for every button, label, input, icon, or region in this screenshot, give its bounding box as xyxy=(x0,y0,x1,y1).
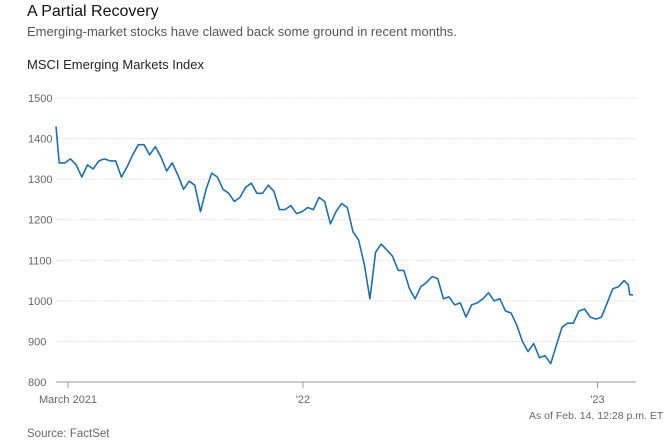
y-tick-label-800: 800 xyxy=(28,377,46,389)
x-tick-label-1: '22 xyxy=(296,394,310,406)
y-tick-label-1100: 1100 xyxy=(28,255,52,267)
y-tick-label-1400: 1400 xyxy=(28,134,52,146)
chart-title: A Partial Recovery xyxy=(27,3,159,20)
source-note: Source: FactSet xyxy=(27,428,110,440)
x-tick-label-0: March 2021 xyxy=(39,394,97,406)
y-tick-label-1200: 1200 xyxy=(28,215,52,227)
timestamp-note: As of Feb. 14, 12:28 p.m. ET xyxy=(529,410,664,422)
y-tick-label-1300: 1300 xyxy=(28,174,52,186)
chart-subtitle: Emerging-market stocks have clawed back … xyxy=(27,24,457,39)
y-tick-label-1000: 1000 xyxy=(28,296,52,308)
series-line-0 xyxy=(55,126,633,365)
y-tick-label-900: 900 xyxy=(28,336,46,348)
x-tick-label-2: '23 xyxy=(590,394,604,406)
y-tick-label-1500: 1500 xyxy=(28,93,52,105)
series-label: MSCI Emerging Markets Index xyxy=(27,57,205,72)
